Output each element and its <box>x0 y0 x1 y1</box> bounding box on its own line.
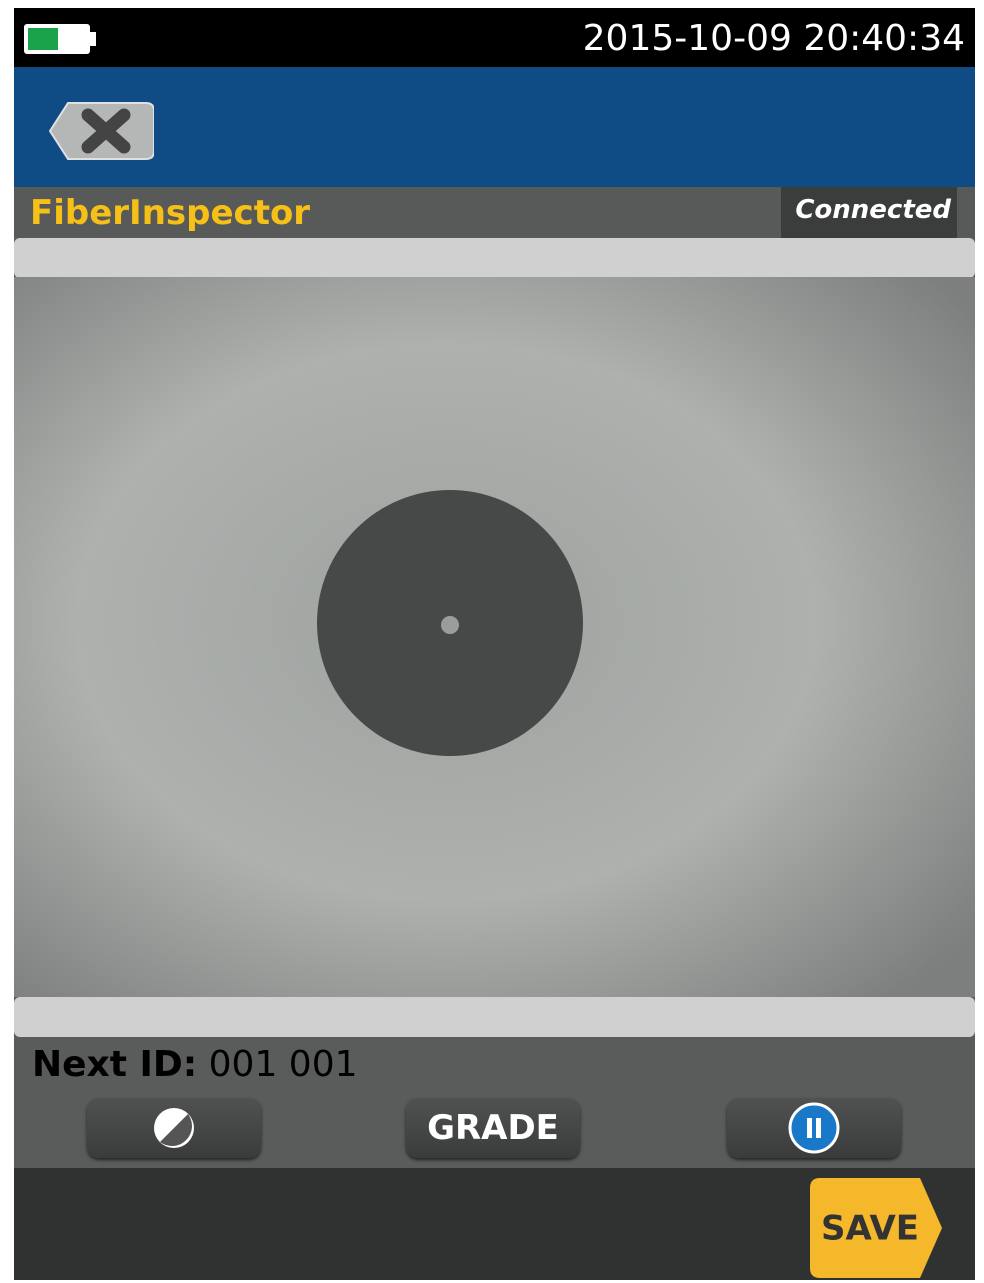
top-strip <box>14 238 975 278</box>
contrast-icon <box>149 1103 199 1153</box>
title-bar: FiberInspector Connected <box>14 187 975 238</box>
contrast-button[interactable] <box>87 1098 261 1158</box>
device-screen: 2015-10-09 20:40:34 FiberInspector Conne… <box>14 8 975 1280</box>
connection-status-box: Connected <box>781 187 957 238</box>
battery-icon <box>24 24 90 54</box>
toolbar <box>14 67 975 187</box>
grade-button[interactable]: GRADE <box>406 1098 580 1158</box>
close-button[interactable] <box>48 101 154 161</box>
save-label: SAVE <box>821 1209 919 1249</box>
datetime: 2015-10-09 20:40:34 <box>583 18 965 59</box>
battery-level <box>28 28 58 50</box>
next-id-label: Next ID: <box>32 1044 197 1085</box>
page: 2015-10-09 20:40:34 FiberInspector Conne… <box>0 0 984 1283</box>
pause-button[interactable] <box>727 1098 901 1158</box>
next-id-value: 001 001 <box>209 1044 358 1085</box>
save-button[interactable]: SAVE <box>810 1178 944 1278</box>
next-id: Next ID: 001 001 <box>32 1044 358 1085</box>
pause-icon <box>788 1102 840 1154</box>
status-bar: 2015-10-09 20:40:34 <box>14 8 975 67</box>
app-title: FiberInspector <box>30 193 310 233</box>
connection-status: Connected <box>795 195 951 225</box>
bottom-strip <box>14 997 975 1037</box>
fiber-image <box>14 277 975 997</box>
battery-tip <box>90 32 96 46</box>
